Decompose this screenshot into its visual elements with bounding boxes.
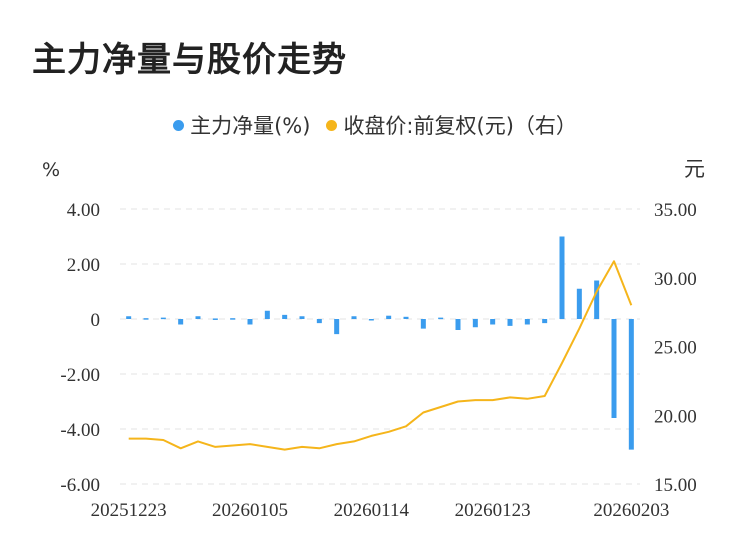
left-axis-unit: % bbox=[42, 159, 60, 181]
bar bbox=[455, 319, 461, 330]
bar bbox=[351, 316, 357, 319]
bar bbox=[160, 317, 166, 320]
bar bbox=[524, 319, 530, 325]
y-tick-label: -4.00 bbox=[60, 420, 100, 441]
bar bbox=[316, 319, 322, 324]
y2-tick-label: 20.00 bbox=[654, 406, 697, 427]
bar bbox=[334, 319, 340, 335]
y2-tick-label: 25.00 bbox=[654, 338, 697, 359]
legend-line-marker bbox=[326, 119, 338, 131]
x-tick-label: 20260114 bbox=[334, 500, 410, 521]
y-tick-label: 0 bbox=[91, 310, 101, 331]
y-tick-label: 4.00 bbox=[67, 200, 100, 221]
bar bbox=[611, 319, 617, 418]
x-tick-label: 20260105 bbox=[212, 500, 288, 521]
bar bbox=[403, 316, 409, 319]
y2-tick-label: 30.00 bbox=[654, 269, 697, 290]
y2-tick-label: 15.00 bbox=[654, 475, 697, 496]
bar bbox=[126, 316, 132, 319]
legend-item-bar[interactable]: 主力净量(%) bbox=[173, 110, 310, 140]
bar bbox=[420, 319, 426, 329]
bar bbox=[576, 288, 582, 319]
bar bbox=[178, 319, 184, 325]
price-line bbox=[128, 260, 633, 451]
bar bbox=[542, 319, 548, 324]
y-tick-label: 2.00 bbox=[67, 255, 100, 276]
bar bbox=[264, 310, 270, 319]
bar bbox=[230, 318, 236, 320]
bar bbox=[490, 319, 496, 325]
y-tick-label: -2.00 bbox=[60, 365, 100, 386]
legend-bar-label: 主力净量(%) bbox=[190, 114, 311, 138]
bar bbox=[143, 318, 149, 320]
bar bbox=[438, 317, 444, 320]
bar bbox=[247, 319, 253, 325]
x-tick-label: 20260203 bbox=[593, 500, 669, 521]
bar bbox=[559, 236, 565, 319]
bar bbox=[368, 319, 374, 321]
legend-line-label: 收盘价:前复权(元)（右） bbox=[343, 114, 577, 138]
bar bbox=[507, 319, 513, 326]
chart-legend: 主力净量(%) 收盘价:前复权(元)（右） bbox=[0, 110, 750, 140]
bar bbox=[212, 318, 218, 320]
bar bbox=[472, 319, 478, 328]
bar bbox=[195, 316, 201, 319]
legend-bar-marker bbox=[173, 119, 185, 131]
bar bbox=[628, 319, 634, 450]
bar bbox=[282, 314, 288, 319]
x-tick-label: 20251223 bbox=[91, 500, 167, 521]
x-tick-label: 20260123 bbox=[455, 500, 531, 521]
right-axis-unit: 元 bbox=[684, 157, 705, 181]
bar bbox=[386, 315, 392, 319]
y2-tick-label: 35.00 bbox=[654, 200, 697, 221]
legend-item-line[interactable]: 收盘价:前复权(元)（右） bbox=[326, 110, 577, 140]
chart-title: 主力净量与股价走势 bbox=[32, 40, 347, 80]
bar bbox=[594, 280, 600, 319]
bar bbox=[299, 316, 305, 319]
y-tick-label: -6.00 bbox=[60, 475, 100, 496]
